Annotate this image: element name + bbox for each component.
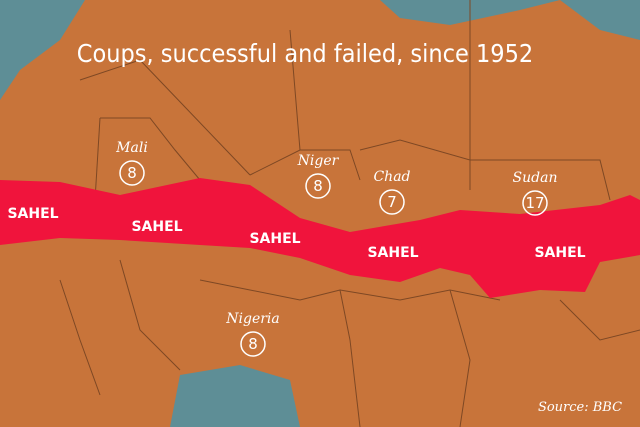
sahel-label: SAHEL: [367, 245, 418, 261]
coup-count: 7: [387, 193, 397, 211]
count-circle: [119, 160, 145, 186]
sahel-label: SAHEL: [7, 206, 58, 222]
source: Source: BBC: [538, 400, 622, 415]
sahel-label: SAHEL: [534, 245, 585, 261]
map-title: Coups, successful and failed, since 1952: [77, 39, 533, 68]
count-circle: [379, 189, 405, 215]
coup-count: 8: [127, 164, 137, 182]
coup-count: 8: [313, 177, 323, 195]
coup-count: 17: [525, 194, 544, 212]
country-name: Nigeria: [225, 311, 280, 327]
borders: [59, 0, 640, 427]
country-name: Chad: [373, 169, 410, 185]
country-name: Mali: [115, 140, 148, 156]
sahel-label: SAHEL: [249, 231, 300, 247]
count-circle: [240, 331, 266, 357]
sahel-band: [0, 178, 640, 298]
count-circle: [305, 173, 331, 199]
count-circle: [522, 190, 548, 216]
coup-count: 8: [248, 335, 258, 353]
sahel-label: SAHEL: [131, 219, 182, 235]
country-name: Sudan: [513, 170, 558, 186]
country-name: Niger: [297, 153, 340, 169]
